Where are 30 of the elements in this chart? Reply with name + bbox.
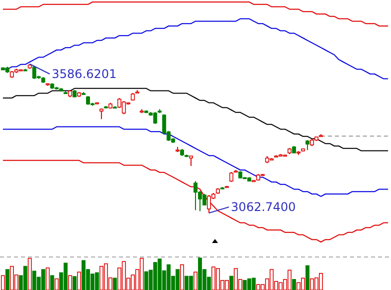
bar [229, 276, 234, 290]
candlestick [202, 193, 206, 206]
annotation: 3062.7400 [230, 200, 296, 214]
annotation: 3586.6201 [52, 67, 117, 81]
bar [50, 275, 54, 290]
bar [54, 278, 59, 290]
bar [23, 266, 28, 290]
bar [41, 269, 46, 290]
bar [242, 280, 247, 290]
bar [306, 265, 310, 290]
bar [180, 264, 184, 290]
bar [46, 268, 50, 290]
bar [72, 276, 77, 290]
bar [32, 270, 36, 290]
bar [5, 269, 10, 290]
bar [292, 279, 296, 290]
bar [184, 276, 189, 290]
bar [28, 258, 32, 290]
candlestick [306, 140, 310, 151]
bar [68, 275, 72, 290]
bar [0, 275, 5, 290]
bar [318, 272, 323, 290]
candlestick [229, 171, 234, 182]
candlestick [189, 156, 193, 166]
candlestick [99, 108, 104, 120]
bar [256, 284, 260, 290]
bar [112, 278, 117, 290]
bar [224, 280, 229, 290]
bar [194, 272, 198, 290]
bar [77, 272, 82, 290]
